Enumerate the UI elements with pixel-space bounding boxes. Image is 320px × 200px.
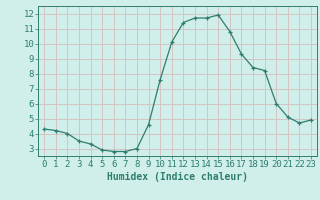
- X-axis label: Humidex (Indice chaleur): Humidex (Indice chaleur): [107, 172, 248, 182]
